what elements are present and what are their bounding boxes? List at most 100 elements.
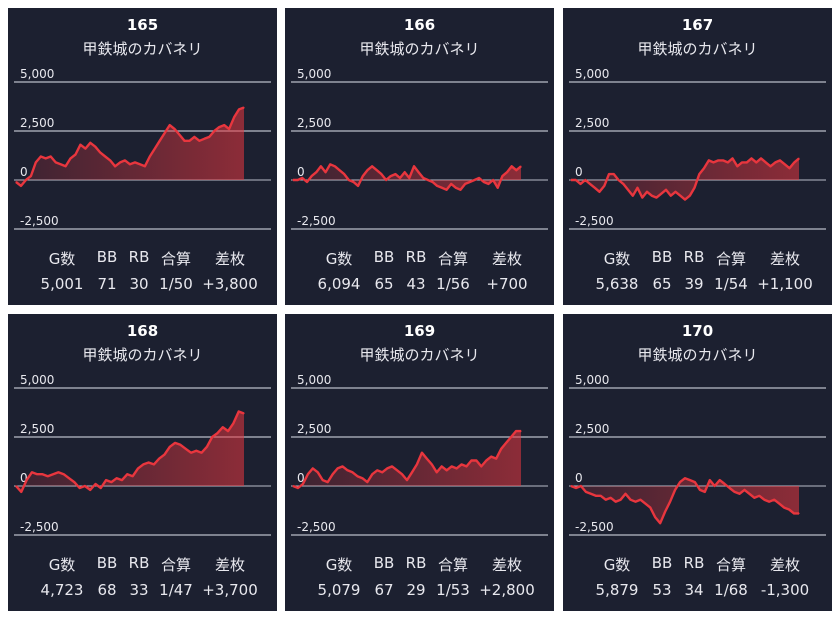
data-point [45, 157, 47, 159]
stat-value: 5,001 [40, 275, 84, 293]
data-point [579, 183, 582, 185]
data-point [644, 503, 646, 505]
data-point [174, 442, 176, 444]
data-point [201, 452, 203, 454]
data-point [401, 473, 403, 475]
data-point [356, 475, 358, 477]
y-tick-label: 0 [575, 165, 583, 179]
data-point [670, 195, 672, 197]
data-point [211, 436, 213, 438]
data-point [371, 473, 373, 475]
data-point [343, 173, 345, 175]
data-point [689, 195, 691, 197]
data-point [169, 124, 171, 126]
data-point [183, 140, 186, 142]
stats-value-row: 4,723 68 33 1/47 +3,700 [8, 581, 277, 603]
series-area [293, 431, 521, 488]
data-point [783, 507, 785, 509]
data-point [450, 183, 452, 185]
data-point [386, 467, 388, 469]
series-area [571, 478, 799, 524]
stat-header: 合算 [437, 556, 469, 574]
stat-value: 1/68 [714, 581, 748, 599]
data-point [654, 516, 656, 518]
data-point [139, 163, 141, 165]
data-point [436, 185, 438, 187]
data-point [311, 175, 313, 177]
data-point [132, 475, 134, 477]
data-point [381, 471, 383, 473]
data-point [41, 473, 44, 475]
stat-value: 53 [652, 581, 672, 599]
data-point [119, 161, 121, 163]
data-point [121, 479, 123, 481]
data-point [475, 459, 477, 462]
data-point [198, 140, 200, 142]
machine-card-169: 169 甲鉄城のカバネリ 5,000 2,500 0 -2,500 G数 BB RB 合算 差枚 5,… [285, 314, 554, 611]
data-point [203, 138, 205, 140]
data-point [361, 477, 363, 479]
data-point [651, 195, 653, 197]
data-point [483, 181, 485, 183]
slump-chart: 5,000 2,500 0 -2,500 [291, 68, 548, 230]
data-point [731, 157, 734, 159]
stat-value: 1/54 [714, 275, 748, 293]
data-point [615, 501, 617, 503]
data-point [380, 173, 382, 175]
data-point [655, 197, 658, 199]
data-point [722, 159, 724, 161]
data-point [724, 483, 726, 485]
stats-header-row: G数 BB RB 合算 差枚 [563, 554, 832, 576]
data-point [216, 432, 219, 434]
data-point [297, 179, 299, 181]
data-point [362, 175, 364, 177]
data-point [50, 155, 52, 158]
data-point [320, 165, 322, 167]
data-point [371, 165, 373, 167]
y-tick-label: 5,000 [20, 68, 54, 81]
data-point [233, 116, 235, 118]
data-point [79, 487, 81, 489]
data-point [674, 191, 677, 193]
data-point [232, 422, 234, 424]
data-point [399, 177, 401, 179]
data-point [116, 477, 118, 479]
data-point [208, 136, 210, 138]
stat-header: 合算 [160, 250, 192, 268]
data-point [570, 485, 572, 487]
data-point [598, 191, 601, 193]
y-tick-label: 0 [297, 165, 305, 179]
stat-value: 71 [97, 275, 117, 293]
data-point [495, 458, 497, 460]
stat-header: RB [683, 248, 705, 266]
data-point [478, 177, 480, 179]
data-point [669, 501, 671, 503]
y-tick-label: 5,000 [297, 374, 331, 387]
data-point [765, 161, 767, 163]
data-point [47, 475, 49, 477]
data-point [109, 159, 111, 161]
stat-value: +2,800 [479, 581, 535, 599]
data-point [704, 491, 706, 493]
data-point [342, 465, 344, 467]
machine-card-168: 168 甲鉄城のカバネリ 5,000 2,500 0 -2,500 G数 BB RB 合算 差枚 4,… [8, 314, 277, 611]
stats-table: G数 BB RB 合算 差枚 5,638 65 39 1/54 +1,100 [563, 248, 832, 297]
data-point [63, 473, 65, 475]
y-tick-label: 5,000 [575, 68, 609, 81]
data-point [714, 485, 716, 487]
data-point [712, 161, 715, 163]
data-point [413, 165, 415, 167]
data-point [719, 479, 721, 481]
machine-card-166: 166 甲鉄城のカバネリ 5,000 2,500 0 -2,500 G数 BB RB 合算 差枚 6,… [285, 8, 554, 305]
data-point [57, 471, 60, 473]
data-point [459, 189, 462, 191]
stats-value-row: 5,079 67 29 1/53 +2,800 [285, 581, 554, 603]
data-point [660, 193, 662, 195]
data-point [396, 469, 398, 471]
data-point [570, 179, 572, 181]
y-tick-label: -2,500 [297, 520, 336, 534]
data-point [699, 489, 701, 491]
data-point [769, 165, 772, 167]
stat-value: +700 [486, 275, 528, 293]
data-point [717, 159, 719, 161]
